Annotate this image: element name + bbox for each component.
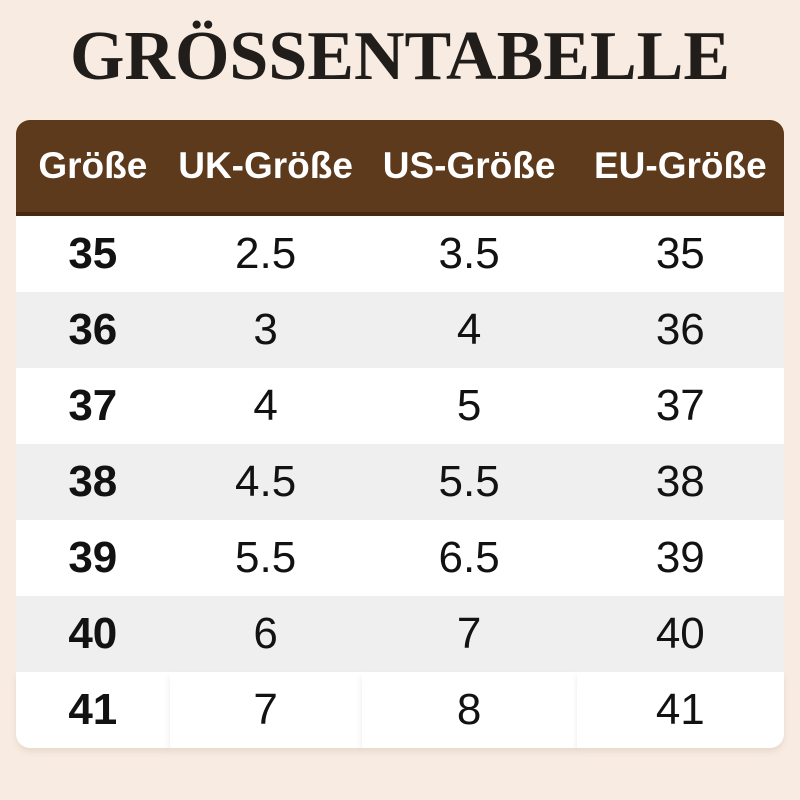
cell: 5.5 — [169, 520, 362, 597]
size-table: Größe UK-Größe US-Größe EU-Größe 35 2.5 3.… — [16, 120, 784, 749]
table-row: 38 4.5 5.5 38 — [16, 444, 784, 521]
cell: 38 — [16, 444, 170, 521]
cell: 4 — [361, 292, 577, 369]
cell: 6.5 — [361, 520, 577, 597]
cell: 41 — [16, 672, 170, 749]
cell: 7 — [361, 596, 577, 673]
cell: 39 — [576, 520, 784, 597]
cell: 40 — [16, 596, 170, 673]
cell: 36 — [16, 292, 170, 369]
cell: 41 — [576, 672, 784, 749]
cell: 5.5 — [361, 444, 577, 521]
table-row: 36 3 4 36 — [16, 292, 784, 369]
cell: 7 — [169, 672, 362, 749]
cell: 35 — [16, 216, 170, 293]
table-row: 39 5.5 6.5 39 — [16, 520, 784, 597]
table-row: 40 6 7 40 — [16, 596, 784, 673]
cell: 5 — [361, 368, 577, 445]
page-title: GRÖSSENTABELLE — [69, 18, 731, 95]
cell: 37 — [16, 368, 170, 445]
column-header-us-groesse: US-Größe — [361, 120, 577, 217]
column-header-eu-groesse: EU-Größe — [576, 120, 784, 217]
header-row: Größe UK-Größe US-Größe EU-Größe — [16, 120, 784, 217]
cell: 38 — [576, 444, 784, 521]
cell: 4 — [169, 368, 362, 445]
size-table-body: 35 2.5 3.5 35 36 3 4 36 37 4 5 37 38 4.5 5.5 38 39 5.5 6.5… — [16, 216, 784, 749]
column-header-groesse: Größe — [16, 120, 170, 217]
cell: 3.5 — [361, 216, 577, 293]
cell: 8 — [361, 672, 577, 749]
table-row: 41 7 8 41 — [16, 672, 784, 749]
cell: 4.5 — [169, 444, 362, 521]
column-header-uk-groesse: UK-Größe — [169, 120, 362, 217]
cell: 36 — [576, 292, 784, 369]
cell: 39 — [16, 520, 170, 597]
cell: 37 — [576, 368, 784, 445]
table-row: 35 2.5 3.5 35 — [16, 216, 784, 293]
table-row: 37 4 5 37 — [16, 368, 784, 445]
cell: 35 — [576, 216, 784, 293]
cell: 6 — [169, 596, 362, 673]
size-table-header: Größe UK-Größe US-Größe EU-Größe — [16, 120, 784, 217]
cell: 3 — [169, 292, 362, 369]
cell: 2.5 — [169, 216, 362, 293]
cell: 40 — [576, 596, 784, 673]
